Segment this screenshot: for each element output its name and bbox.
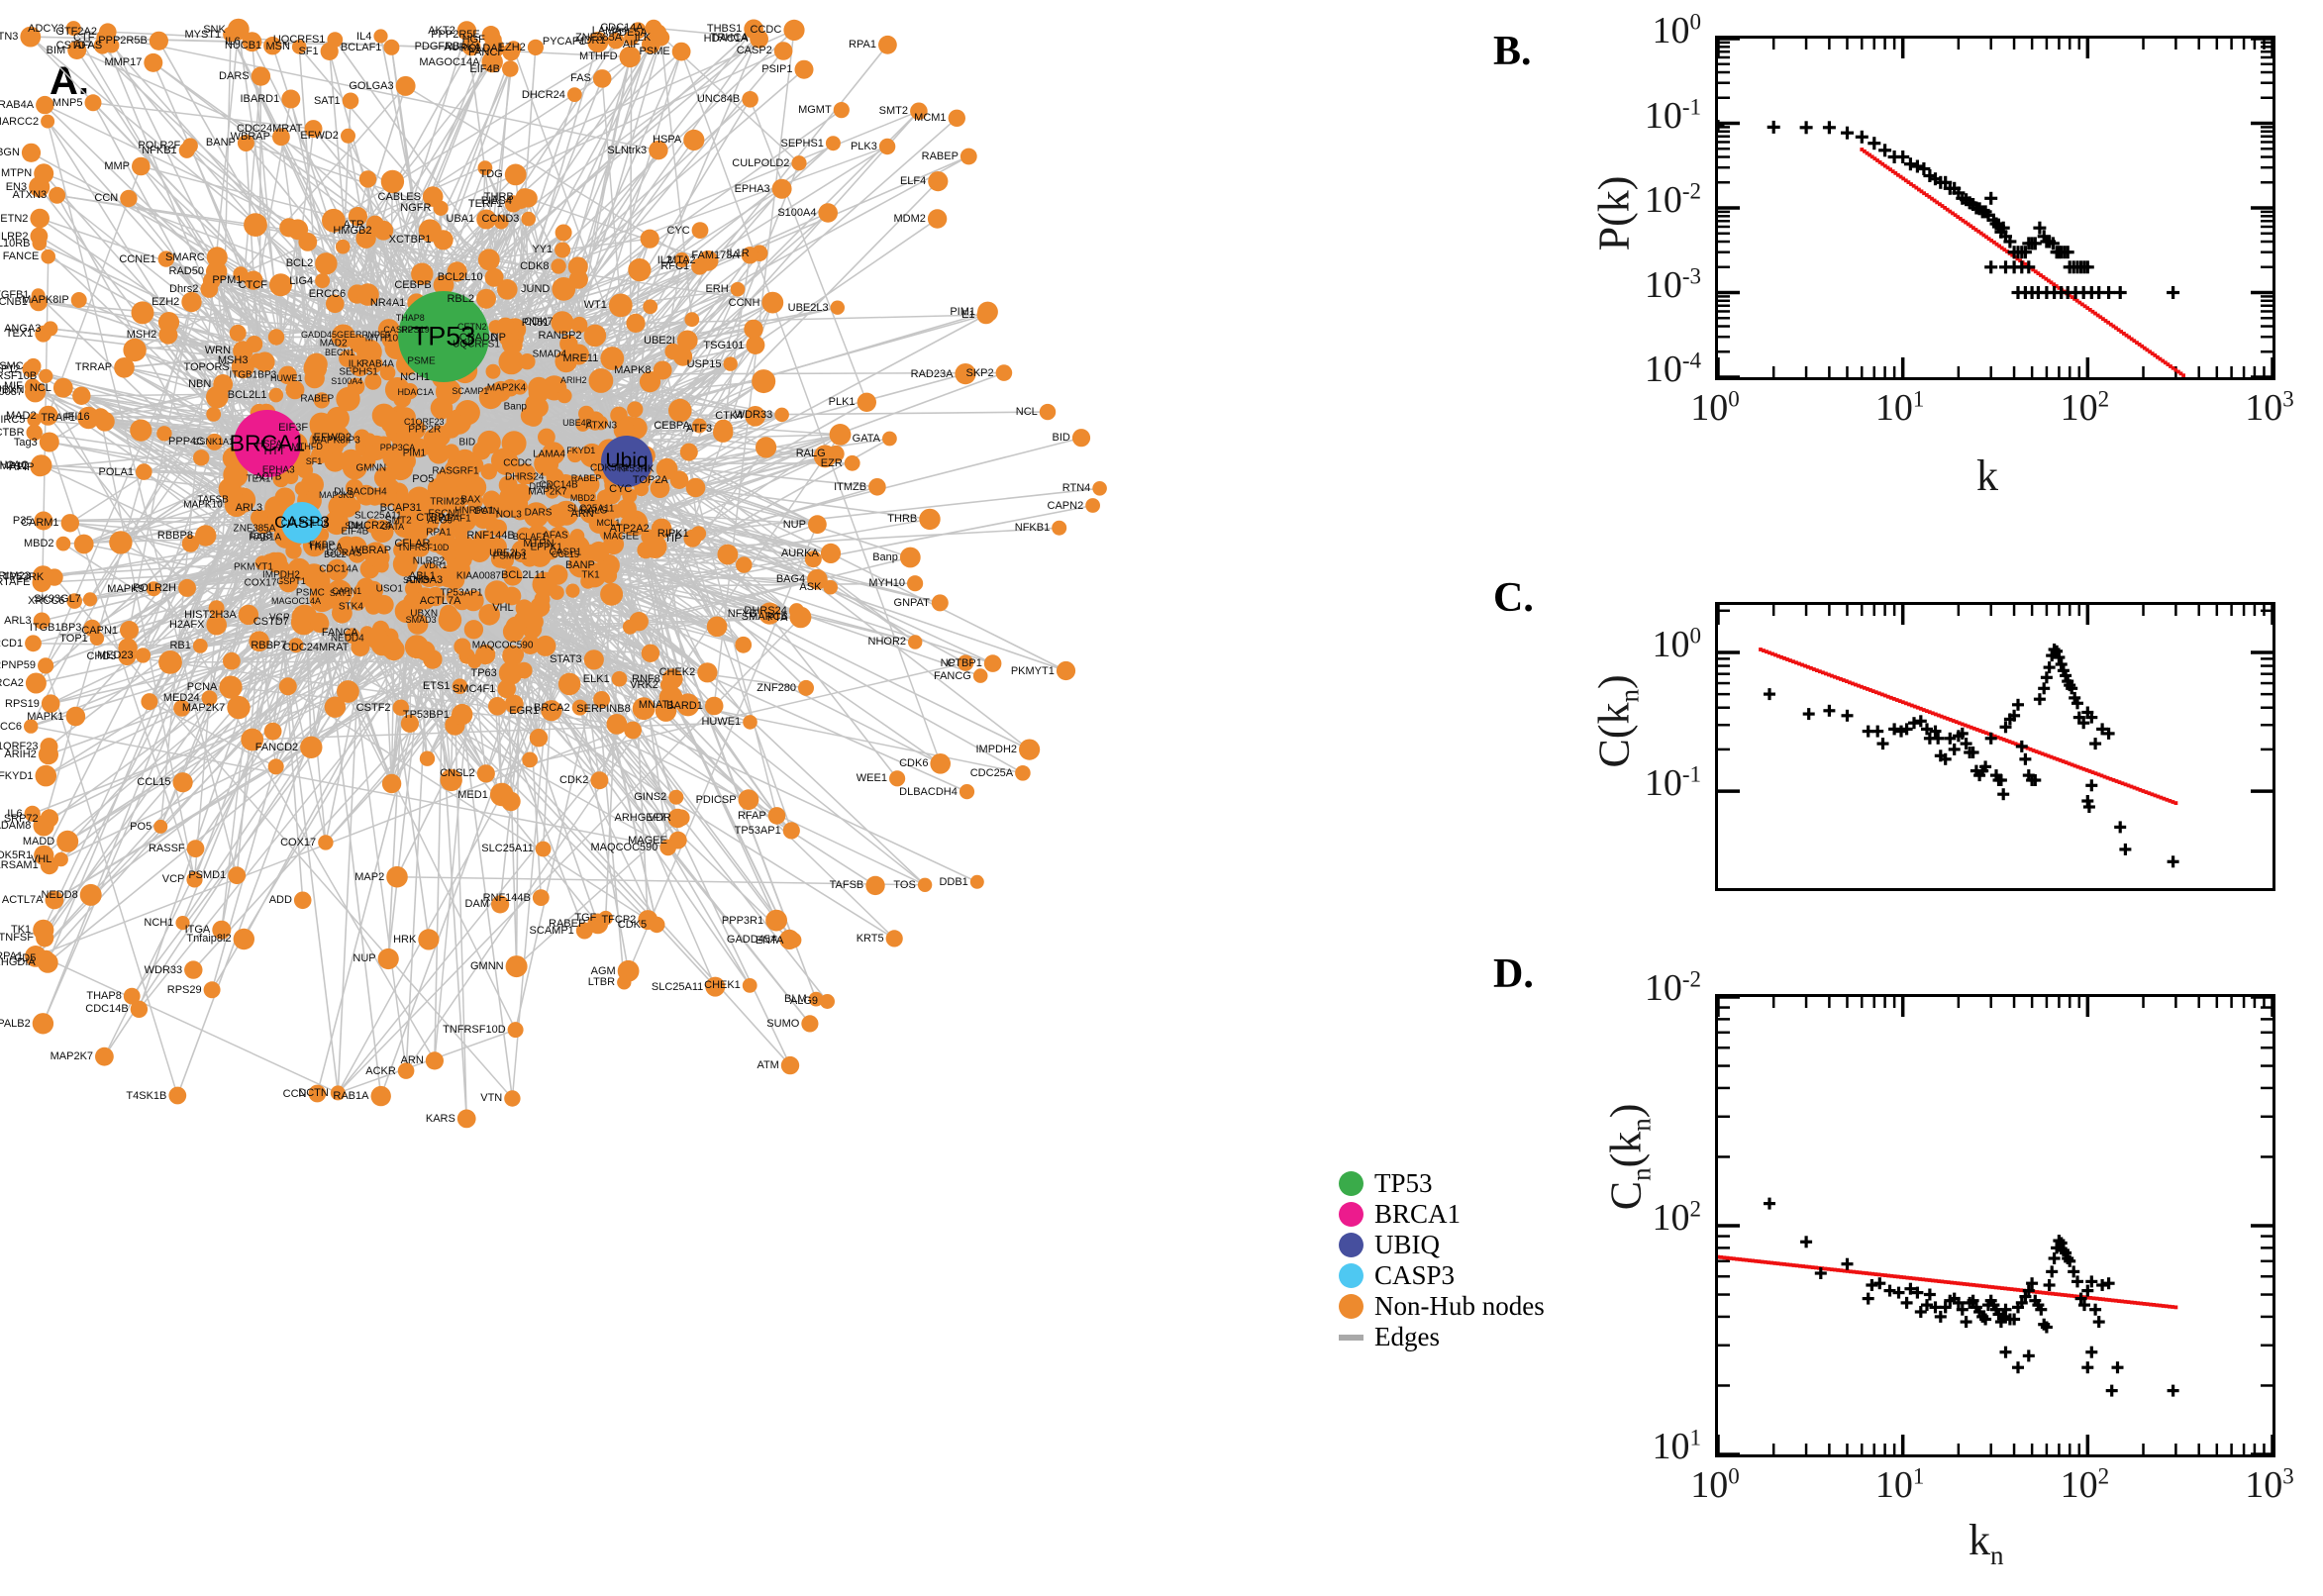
- legend-item-casp3: CASP3: [1339, 1260, 1545, 1291]
- chart-b-ytick-4: 10-4: [1644, 348, 1701, 390]
- legend-label: UBIQ: [1374, 1230, 1440, 1259]
- chart-b-ytick-3: 10-3: [1644, 262, 1701, 306]
- chart-d-xaxis-label: kn: [1969, 1516, 2004, 1570]
- chart-b-ytick-2: 10-2: [1644, 178, 1701, 221]
- circle-swatch-icon: [1339, 1263, 1364, 1288]
- chart-d-ytick-2: 101: [1652, 1425, 1702, 1467]
- legend-label: TP53: [1374, 1168, 1433, 1198]
- chart-d-ytick-0: 10-2: [1644, 966, 1701, 1009]
- chart-c-ytick-0: 100: [1652, 623, 1702, 665]
- panel-d-label: D.: [1493, 951, 1534, 997]
- legend-item-edges: Edges: [1339, 1322, 1545, 1352]
- chart-b-xtick-0: 100: [1690, 386, 1740, 429]
- legend-label: CASP3: [1374, 1260, 1456, 1290]
- hub-label-brca1[interactable]: BRCA1: [229, 430, 306, 456]
- circle-swatch-icon: [1339, 1171, 1364, 1196]
- chart-b-ytick-1: 10-1: [1644, 93, 1701, 137]
- panel-c-label: C.: [1493, 575, 1534, 621]
- chart-d-xtick-1: 101: [1874, 1463, 1925, 1506]
- chart-b-ytick-0: 100: [1652, 9, 1702, 51]
- network-graph: [20, 18, 1107, 1129]
- chart-b-xtick-2: 102: [2060, 386, 2110, 429]
- chart-c-ytick-1: 10-1: [1644, 761, 1701, 805]
- chart-d-yaxis-label: Cn(kn): [1601, 1103, 1657, 1211]
- circle-swatch-icon: [1339, 1202, 1364, 1227]
- legend-label: BRCA1: [1374, 1199, 1462, 1229]
- chart-b-xtick-3: 103: [2245, 386, 2294, 429]
- circle-swatch-icon: [1339, 1294, 1364, 1319]
- legend-label: Non-Hub nodes: [1374, 1291, 1545, 1321]
- chart-cnkn-vs-kn: [1715, 994, 2275, 1457]
- hub-label-ubiq[interactable]: Ubiq: [605, 449, 649, 472]
- chart-b-yaxis-label: P(k): [1589, 175, 1639, 251]
- chart-c-yaxis-label: C(kn): [1589, 674, 1645, 768]
- chart-d-ytick-1: 102: [1652, 1196, 1702, 1239]
- edge-line-icon: [1339, 1334, 1364, 1341]
- panel-b-label: B.: [1493, 29, 1532, 74]
- chart-b-xaxis-label: k: [1976, 451, 1998, 500]
- network-panel: A. CDC14B THAP8 KIAA0087 CSTD7 TP53RK MAGEE DH…: [0, 18, 1107, 1129]
- hub-label-tp53[interactable]: TP53: [411, 321, 476, 351]
- chart-ckn-vs-kn: [1715, 602, 2275, 891]
- legend-item-ubiq: UBIQ: [1339, 1230, 1545, 1260]
- chart-d-xtick-2: 102: [2060, 1463, 2110, 1506]
- legend-label: Edges: [1374, 1322, 1440, 1351]
- legend-item-tp53: TP53: [1339, 1168, 1545, 1199]
- legend-item-brca1: BRCA1: [1339, 1199, 1545, 1230]
- chart-d-xtick-3: 103: [2245, 1463, 2294, 1506]
- hub-label-casp3[interactable]: CASP3: [274, 513, 330, 532]
- circle-swatch-icon: [1339, 1233, 1364, 1257]
- chart-d-xtick-0: 100: [1690, 1463, 1740, 1506]
- chart-b-xtick-1: 101: [1874, 386, 1925, 429]
- chart-pk-vs-k: [1715, 36, 2275, 380]
- legend: TP53 BRCA1 UBIQ CASP3 Non-Hub nodes Edges: [1339, 1168, 1545, 1352]
- legend-item-nonhub: Non-Hub nodes: [1339, 1291, 1545, 1322]
